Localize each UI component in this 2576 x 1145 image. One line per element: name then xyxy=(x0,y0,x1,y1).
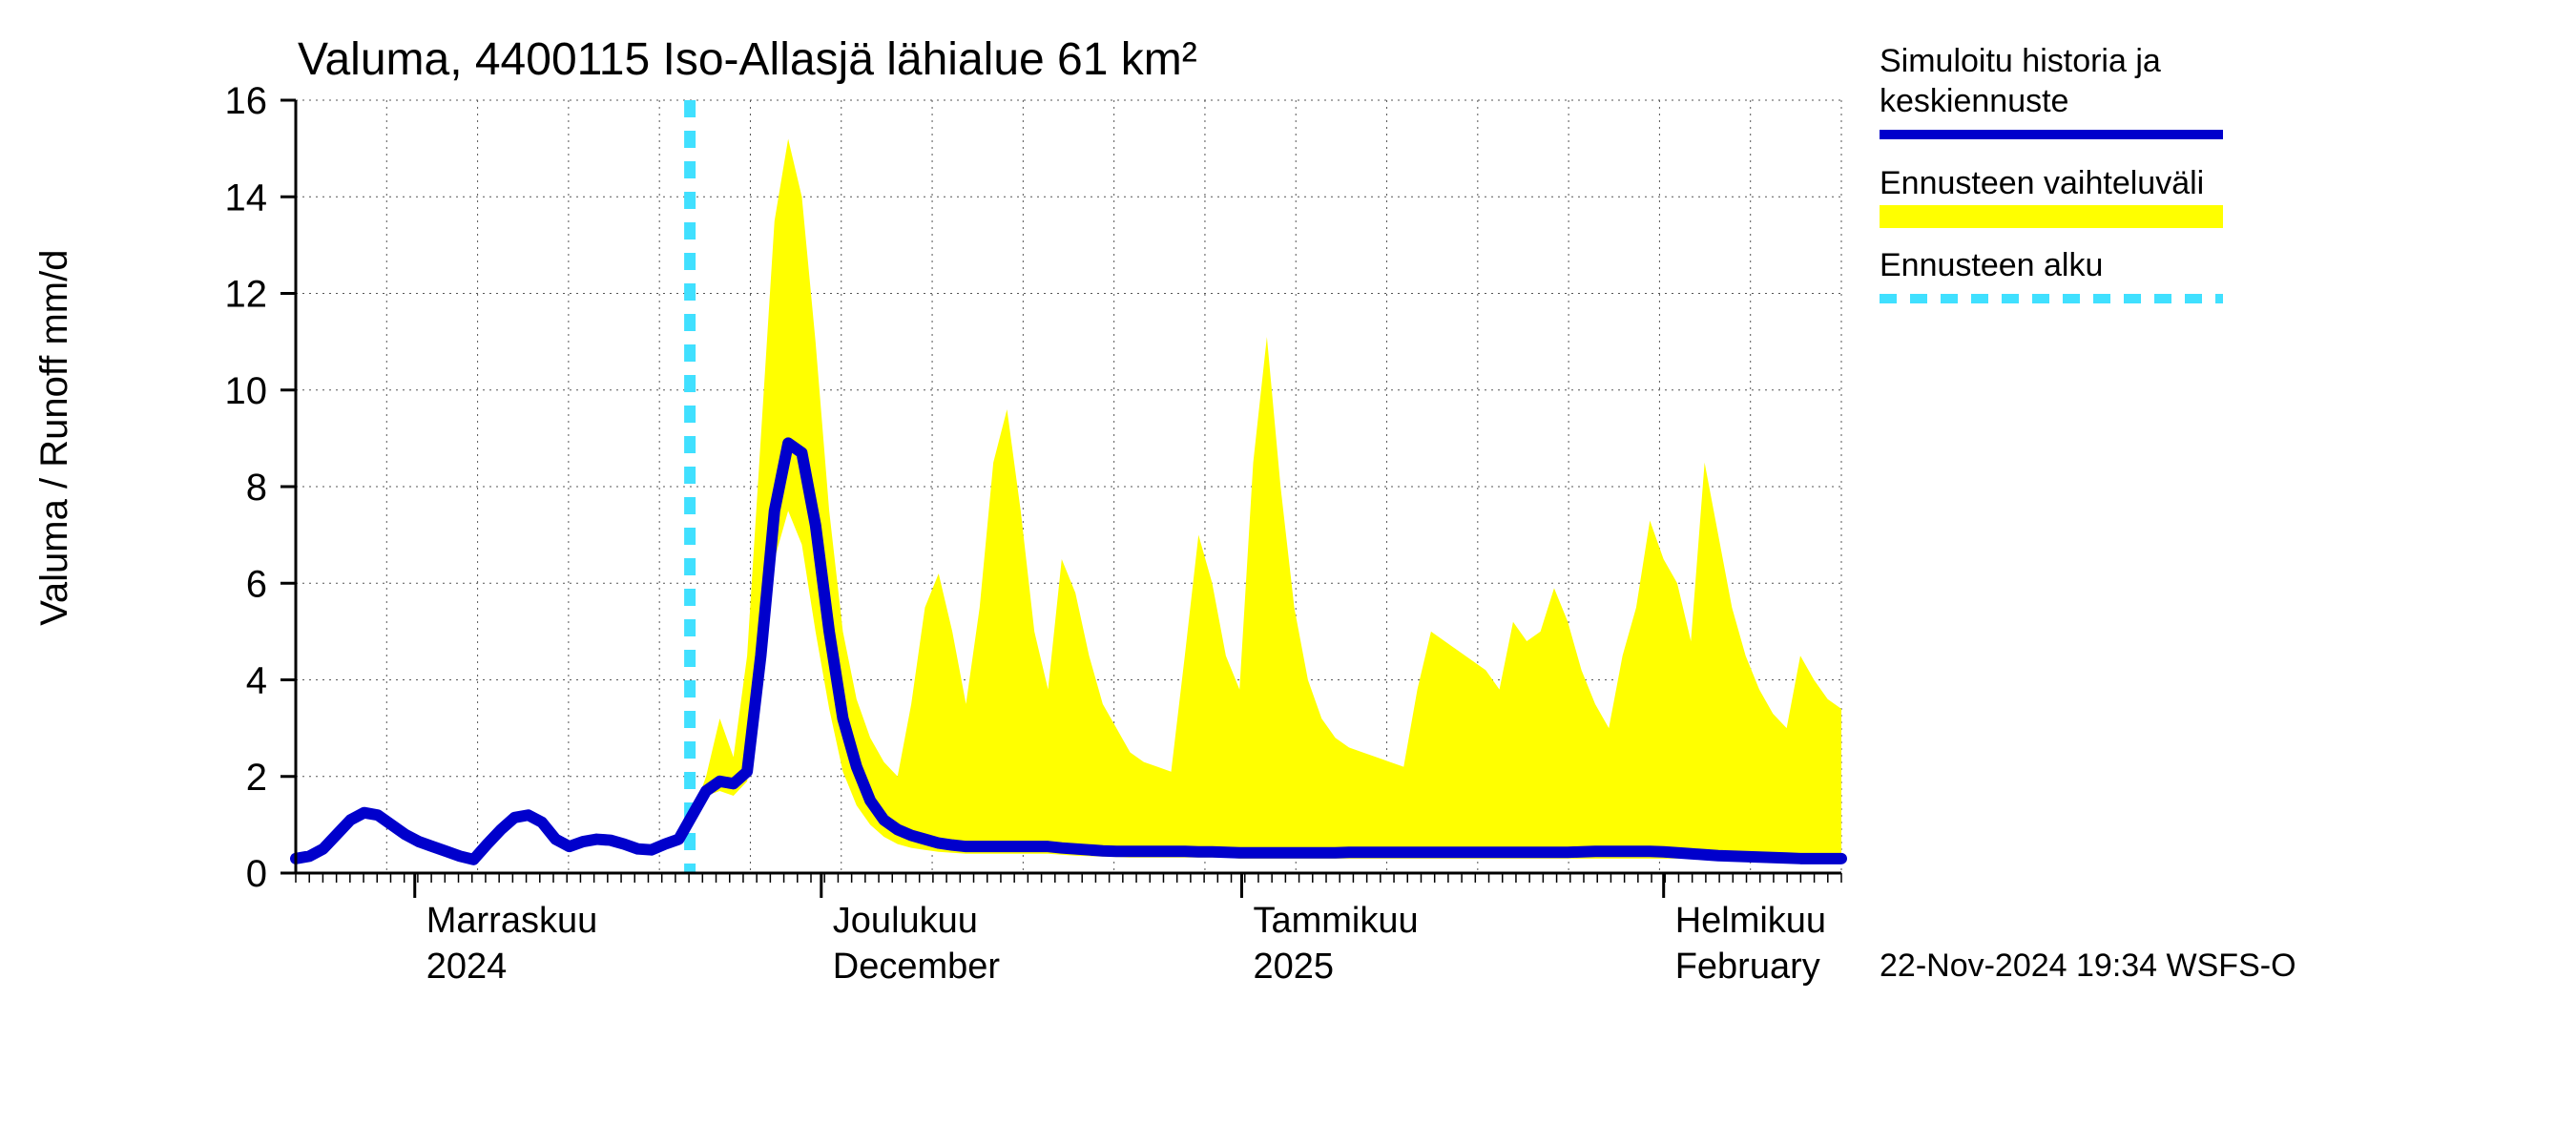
legend-label: Simuloitu historia ja xyxy=(1880,43,2161,79)
x-month-label-bottom: December xyxy=(833,947,1001,987)
forecast-band xyxy=(693,139,1841,862)
y-tick-label: 0 xyxy=(246,853,267,895)
x-month-label-bottom: February xyxy=(1675,947,1820,987)
y-axis-label: Valuma / Runoff mm/d xyxy=(33,250,75,626)
chart-title: Valuma, 4400115 Iso-Allasjä lähialue 61 … xyxy=(298,34,1197,85)
y-tick-label: 14 xyxy=(225,177,268,219)
y-tick-label: 6 xyxy=(246,563,267,605)
y-tick-label: 10 xyxy=(225,370,268,412)
y-tick-label: 16 xyxy=(225,80,268,122)
x-month-label-top: Joulukuu xyxy=(833,901,978,941)
y-tick-label: 12 xyxy=(225,274,268,316)
legend-swatch-area xyxy=(1880,205,2223,228)
x-month-label-top: Helmikuu xyxy=(1675,901,1826,941)
y-tick-label: 4 xyxy=(246,660,267,702)
x-month-label-top: Marraskuu xyxy=(426,901,598,941)
x-month-label-top: Tammikuu xyxy=(1253,901,1418,941)
x-month-label-bottom: 2024 xyxy=(426,947,508,987)
y-tick-label: 2 xyxy=(246,757,267,799)
x-month-label-bottom: 2025 xyxy=(1253,947,1334,987)
y-tick-label: 8 xyxy=(246,467,267,509)
chart-footer: 22-Nov-2024 19:34 WSFS-O xyxy=(1880,947,2296,984)
legend-label: Ennusteen alku xyxy=(1880,247,2103,283)
runoff-chart: 0 2 4 6 8 10 12 14 16 Marraskuu 2024 Joulukuu Decemb… xyxy=(0,0,2576,1145)
legend-label: keskiennuste xyxy=(1880,83,2068,119)
legend-label: Ennusteen vaihteluväli xyxy=(1880,165,2204,201)
